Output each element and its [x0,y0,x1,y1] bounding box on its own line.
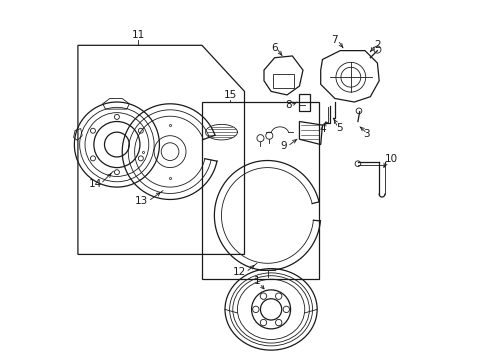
Text: 9: 9 [280,141,286,151]
Text: 5: 5 [335,122,342,132]
Text: 3: 3 [363,129,369,139]
Text: 6: 6 [270,43,277,53]
Text: 12: 12 [232,267,245,277]
Bar [202,102,318,279]
Text: 8: 8 [284,100,291,110]
Text: 15: 15 [223,90,237,100]
Text: 4: 4 [319,123,325,134]
Text: 1: 1 [253,276,260,286]
Text: 10: 10 [384,154,397,164]
Text: 11: 11 [131,30,144,40]
Text: 2: 2 [373,40,380,50]
Text: 14: 14 [89,179,102,189]
Text: 13: 13 [135,196,148,206]
Text: 7: 7 [331,35,338,45]
